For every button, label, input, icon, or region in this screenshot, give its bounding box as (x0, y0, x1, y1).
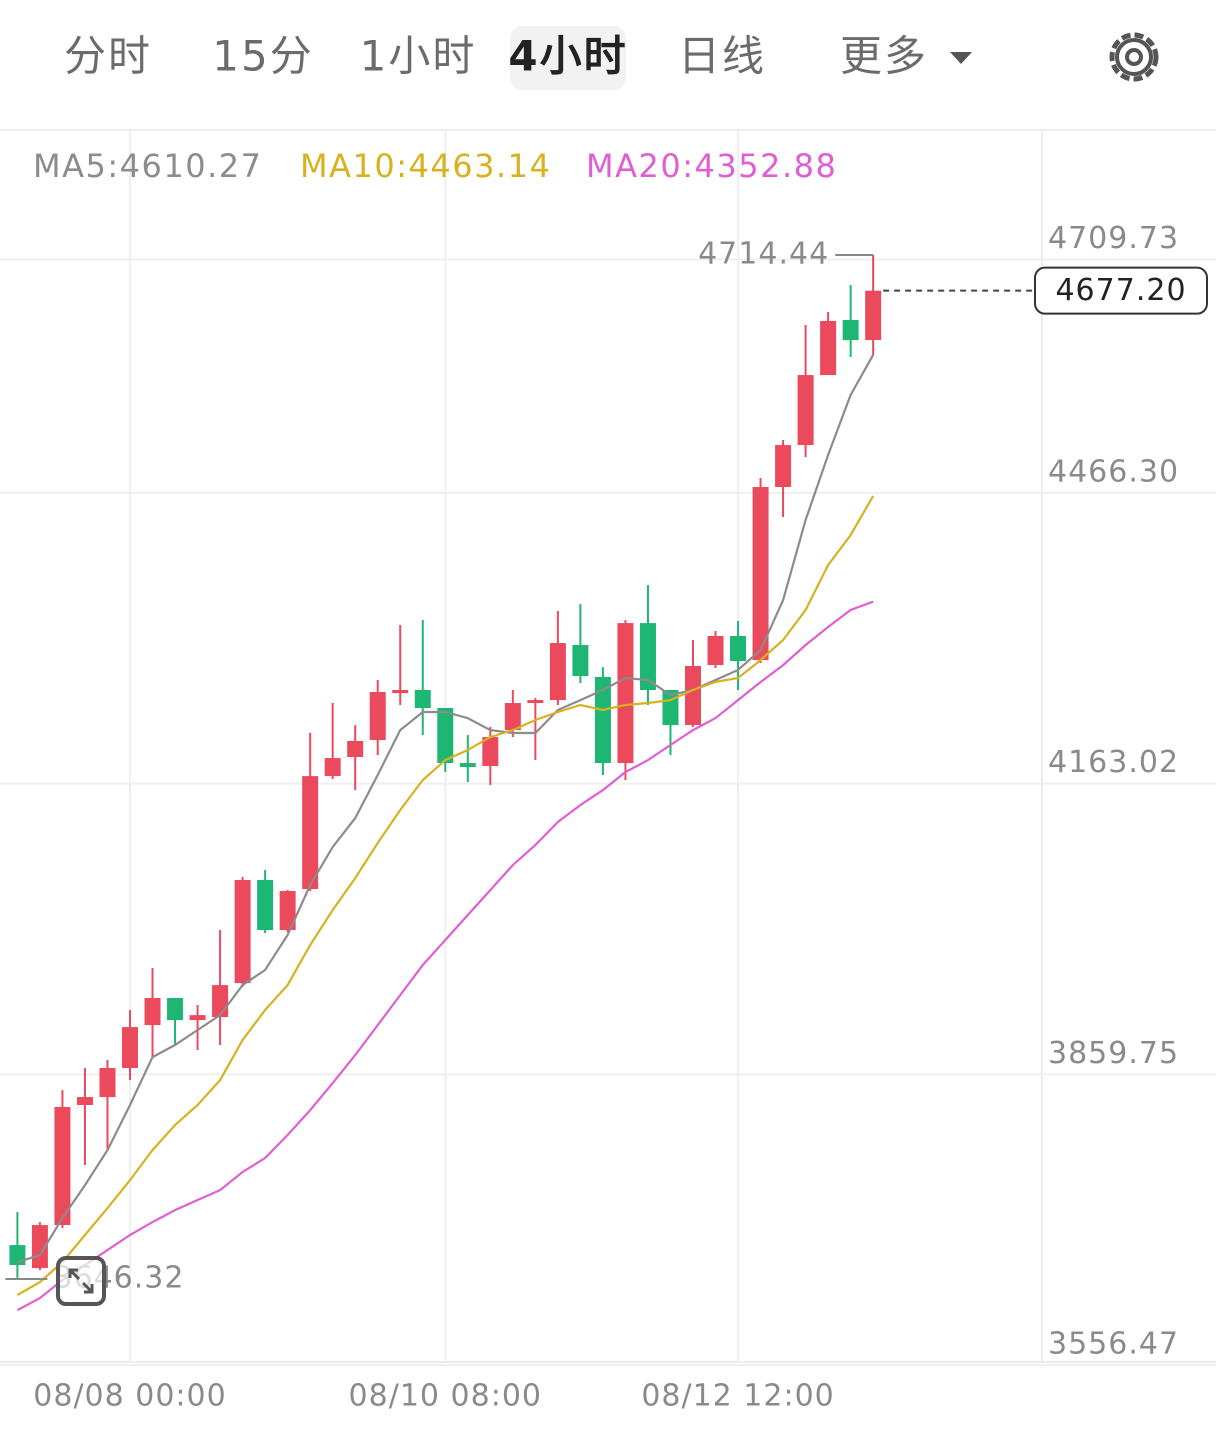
fit-icon-arrows (68, 1268, 94, 1294)
ma-line (16, 495, 875, 1296)
candle-body (414, 689, 431, 709)
candle-body (707, 636, 724, 666)
y-tick-label: 3859.75 (1048, 1036, 1179, 1071)
candle-body (144, 998, 161, 1026)
candle-body (865, 290, 882, 341)
legend-entry: MA5:4610.27 (33, 147, 262, 185)
candle-body (527, 700, 544, 704)
last-price-box (1034, 266, 1208, 315)
x-tick-label: 08/08 00:00 (33, 1379, 226, 1414)
candle-body (347, 740, 364, 758)
plot: 4709.73 4466.30 4163.02 3859.75 3556.47 08/08… (5, 147, 1208, 1414)
candle-body (617, 623, 634, 764)
tab-highlight (510, 26, 626, 90)
candle-body (752, 487, 769, 661)
candle-body (324, 758, 341, 777)
fit-icon[interactable] (56, 1256, 106, 1306)
candle-body (639, 623, 656, 690)
candle-body (437, 708, 454, 764)
gear-hub (1125, 48, 1143, 66)
candle-body (167, 998, 184, 1021)
x-tick-label: 08/10 08:00 (349, 1379, 542, 1414)
tab[interactable]: 更多 (840, 32, 928, 81)
candle-body (76, 1097, 93, 1106)
candle-body (775, 445, 792, 488)
candle-body (730, 636, 747, 662)
legend-entry: MA20:4352.88 (586, 147, 837, 185)
candle-body (459, 763, 476, 768)
ma-line (17, 354, 875, 1264)
y-tick-label: 4709.73 (1048, 221, 1179, 256)
candle-body (504, 703, 521, 731)
candle-body (572, 645, 589, 676)
candle-body (189, 1015, 206, 1021)
max-label: 4714.44 (698, 236, 829, 271)
candle-body (279, 891, 296, 931)
dropdown-caret (950, 52, 972, 64)
tab[interactable]: 分时 (64, 32, 152, 81)
tab[interactable]: 日线 (678, 32, 766, 81)
y-tick-label: 4466.30 (1048, 454, 1179, 489)
candle-body (797, 375, 814, 446)
candle-body (392, 689, 409, 694)
tab[interactable]: 15分 (212, 32, 313, 81)
candle-body (820, 320, 837, 376)
y-tick-label: 4163.02 (1048, 745, 1179, 780)
last-price-label: 4677.20 (1055, 273, 1186, 308)
y-tick-label: 3556.47 (1048, 1327, 1179, 1362)
candle-body (212, 985, 229, 1018)
tab-bar: 分时 15分 1小时 4小时 日线 更多 (64, 26, 972, 90)
candle-body (257, 880, 274, 931)
ma-line (16, 600, 874, 1312)
candle-body (302, 776, 319, 890)
candle-body (234, 880, 251, 984)
candle-body (99, 1068, 116, 1098)
candle-body (842, 320, 859, 341)
x-tick-label: 08/12 12:00 (641, 1379, 834, 1414)
tab[interactable]: 1小时 (360, 32, 477, 81)
candle-body (54, 1107, 71, 1226)
candle-body (594, 676, 611, 764)
candle-body (122, 1027, 138, 1069)
candle-body (549, 643, 566, 701)
fit-icon-frame (56, 1256, 106, 1306)
gear-teeth (1109, 32, 1159, 82)
candle-body (482, 737, 499, 767)
candle-body (369, 692, 386, 741)
tab[interactable]: 4小时 (508, 32, 627, 81)
candle-body (685, 666, 701, 726)
settings-icon[interactable] (1109, 32, 1159, 82)
gear-ring (1115, 38, 1153, 76)
legend-entry: MA10:4463.14 (300, 147, 551, 185)
